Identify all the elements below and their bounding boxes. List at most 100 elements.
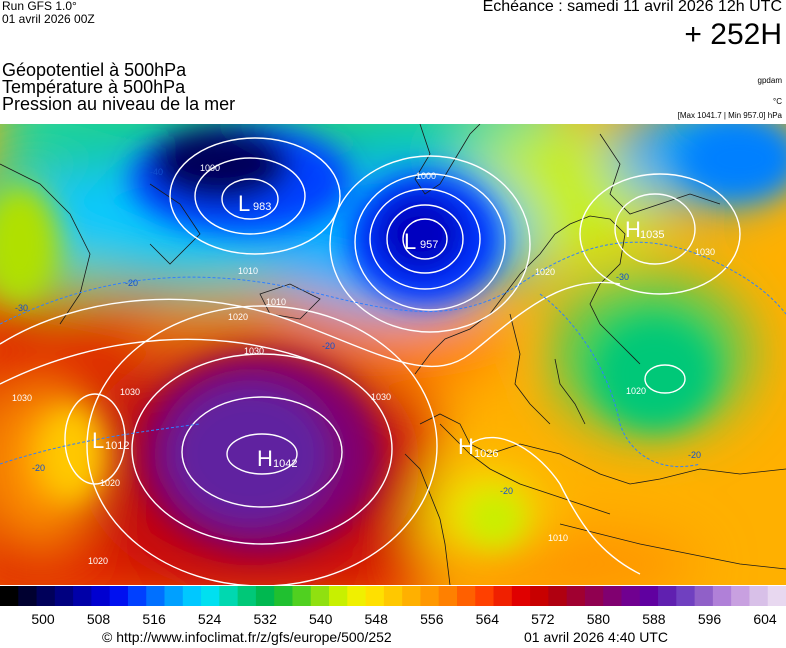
creation-time: 01 avril 2026 4:40 UTC [524,629,668,645]
temperature-isotherms [0,241,786,468]
isobar-label: 1030 [244,346,264,356]
color-scale-swatch [511,586,531,606]
map-titles: Géopotentiel à 500hPa Température à 500h… [2,60,236,114]
color-scale-swatch [255,586,275,606]
color-scale-tick-label: 548 [364,611,388,627]
color-scale-swatch [420,586,440,606]
temperature-label: -20 [125,278,138,288]
pressure-value: 1012 [105,440,129,452]
color-scale-swatch [639,586,659,606]
pressure-value: 1035 [640,229,664,241]
isobar-label: 1010 [548,533,568,543]
pressure-value: 983 [253,201,271,213]
isobar-label: 1030 [695,247,715,257]
color-scale-swatch [566,586,586,606]
title-geopotential: Géopotentiel à 500hPa [2,60,187,80]
color-scale-swatch [694,586,714,606]
isobar-label: 1030 [371,392,391,402]
color-scale-swatch [658,586,677,606]
color-scale-swatch [530,586,549,606]
isobar-label: 1030 [12,393,32,403]
color-scale-tick-label: 516 [142,611,166,627]
temperature-labels: -40 -20 -30 -20 -20 -20 -20 -30 [15,167,701,496]
color-scale-swatch [91,586,111,606]
color-scale-tick-label: 500 [31,611,55,627]
isobar-label: 1020 [626,386,646,396]
temperature-label: -20 [500,486,513,496]
isobar-label: 1020 [88,556,108,566]
color-scale-tick-label: 564 [475,611,499,627]
isobar-label: 1010 [266,297,286,307]
isobar-label: 1010 [238,266,258,276]
color-scale-swatch [767,586,786,606]
color-scale-swatch [731,586,750,606]
temperature-label: -20 [688,450,701,460]
isobar-label: 1020 [228,312,248,322]
color-scale-swatch [475,586,495,606]
temperature-label: -40 [150,167,163,177]
isobar-label: 1030 [120,387,140,397]
color-scale-tick-label: 508 [86,611,111,627]
pressure-value: 1042 [273,458,297,470]
coastlines [0,124,786,585]
isobar-label: 1000 [416,171,436,181]
low-symbol: L [238,191,250,216]
color-scale-swatch [621,586,641,606]
temperature-label: -20 [32,463,45,473]
source-url[interactable]: © http://www.infoclimat.fr/z/gfs/europe/… [102,629,392,645]
color-scale-swatch [584,586,604,606]
color-scale-swatch [73,586,92,606]
color-scale-swatch [219,586,239,606]
color-scale-swatch [603,586,622,606]
color-scale-swatch [127,586,147,606]
temperature-label: -20 [322,341,335,351]
color-scale-swatch [456,586,476,606]
color-scale-swatch [237,586,257,606]
temperature-label: -30 [616,272,629,282]
pressure-range: [Max 1041.7 | Min 957.0] hPa [677,111,782,120]
run-info: Run GFS 1.0° 01 avril 2026 00Z [2,0,95,26]
unit-gpdam: gpdam [757,76,782,85]
color-scale-swatch [365,586,385,606]
color-scale-swatch [274,586,293,606]
run-model: Run GFS 1.0° [2,0,77,13]
high-symbol: H [458,434,474,459]
color-scale-swatch [182,586,202,606]
pressure-centers: L 983 L 957 H 1035 H 1042 L 1012 H 1026 [92,191,664,471]
color-scale-swatch [109,586,129,606]
low-symbol: L [92,428,104,453]
color-scale-swatch [749,586,769,606]
isobar-labels: 1000 1000 1010 1020 1030 1030 1010 1020 … [12,163,715,566]
color-scale-tick-label: 524 [197,611,222,627]
color-scale-swatch [201,586,220,606]
color-scale-swatch [676,586,696,606]
weather-map: L 983 L 957 H 1035 H 1042 L 1012 H 1026 … [0,124,786,585]
pressure-value: 1026 [474,448,498,460]
color-scale-swatch [329,586,348,606]
color-scale-swatch [493,586,513,606]
geopotential-field [0,124,786,585]
temperature-label: -30 [15,303,28,313]
forecast-valid-time: Echéance : samedi 11 avril 2026 12h UTC [482,0,782,15]
color-scale-swatch [548,586,568,606]
color-scale-tick-label: 572 [531,611,555,627]
color-scale-swatch [347,586,367,606]
color-scale-tick-label: 532 [253,611,277,627]
low-symbol: L [404,229,416,254]
color-scale-bar [0,586,786,606]
color-scale-swatch [164,586,184,606]
color-scale-swatch [383,586,403,606]
title-temperature: Température à 500hPa [2,77,186,97]
color-scale-tick-label: 556 [420,611,444,627]
color-scale-swatch [146,586,166,606]
title-pressure: Pression au niveau de la mer [2,94,236,114]
lead-time: + 252H [684,18,782,51]
color-scale-swatch [54,586,74,606]
color-scale-tick-label: 596 [697,611,722,627]
color-scale-tick-label: 540 [309,611,333,627]
isobar-label: 1020 [535,267,555,277]
high-symbol: H [257,446,273,471]
color-scale-swatch [292,586,312,606]
run-date: 01 avril 2026 00Z [2,12,95,26]
high-symbol: H [625,217,641,242]
